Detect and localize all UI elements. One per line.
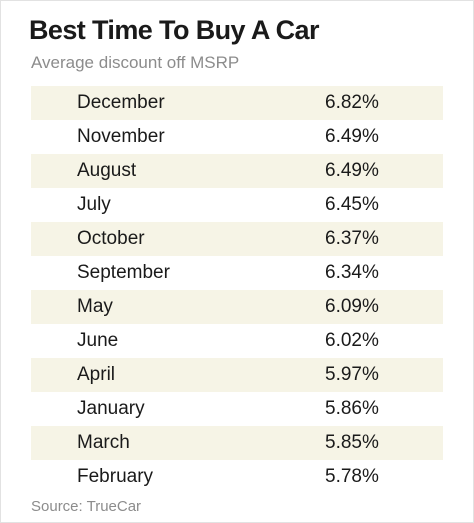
- discount-value: 6.49%: [325, 126, 379, 147]
- discount-value: 5.86%: [325, 398, 379, 419]
- table-row: November 6.49%: [31, 120, 443, 154]
- month-label: July: [77, 194, 111, 215]
- month-label: November: [77, 126, 165, 147]
- table-row: September 6.34%: [31, 256, 443, 290]
- month-label: May: [77, 296, 113, 317]
- discount-value: 5.85%: [325, 432, 379, 453]
- chart-subtitle: Average discount off MSRP: [31, 53, 240, 72]
- table-row: March 5.85%: [31, 426, 443, 460]
- month-label: January: [77, 398, 145, 419]
- discount-value: 6.09%: [325, 296, 379, 317]
- table-row: October 6.37%: [31, 222, 443, 256]
- table-row: February 5.78%: [31, 460, 443, 494]
- month-label: April: [77, 364, 116, 385]
- discount-value: 6.45%: [325, 194, 379, 215]
- table-row: June 6.02%: [31, 324, 443, 358]
- discount-value: 5.78%: [325, 466, 379, 487]
- discount-value: 6.02%: [325, 330, 379, 351]
- discount-value: 5.97%: [325, 364, 379, 385]
- month-label: February: [77, 466, 154, 487]
- month-label: October: [77, 228, 145, 249]
- month-label: December: [77, 92, 165, 113]
- table-row: May 6.09%: [31, 290, 443, 324]
- table-row: January 5.86%: [31, 392, 443, 426]
- discount-value: 6.37%: [325, 228, 379, 249]
- table-row: April 5.97%: [31, 358, 443, 392]
- table-row: December 6.82%: [31, 86, 443, 120]
- discount-value: 6.82%: [325, 92, 379, 113]
- chart-title: Best Time To Buy A Car: [29, 15, 319, 45]
- discount-value: 6.34%: [325, 262, 379, 283]
- table-row: August 6.49%: [31, 154, 443, 188]
- month-label: September: [77, 262, 170, 283]
- month-label: March: [77, 432, 130, 453]
- month-label: June: [77, 330, 119, 351]
- discount-table: December 6.82% November 6.49% August 6.49% Jul…: [31, 86, 443, 494]
- table-row: July 6.45%: [31, 188, 443, 222]
- source-note: Source: TrueCar: [31, 498, 142, 515]
- discount-value: 6.49%: [325, 160, 379, 181]
- month-label: August: [77, 160, 137, 181]
